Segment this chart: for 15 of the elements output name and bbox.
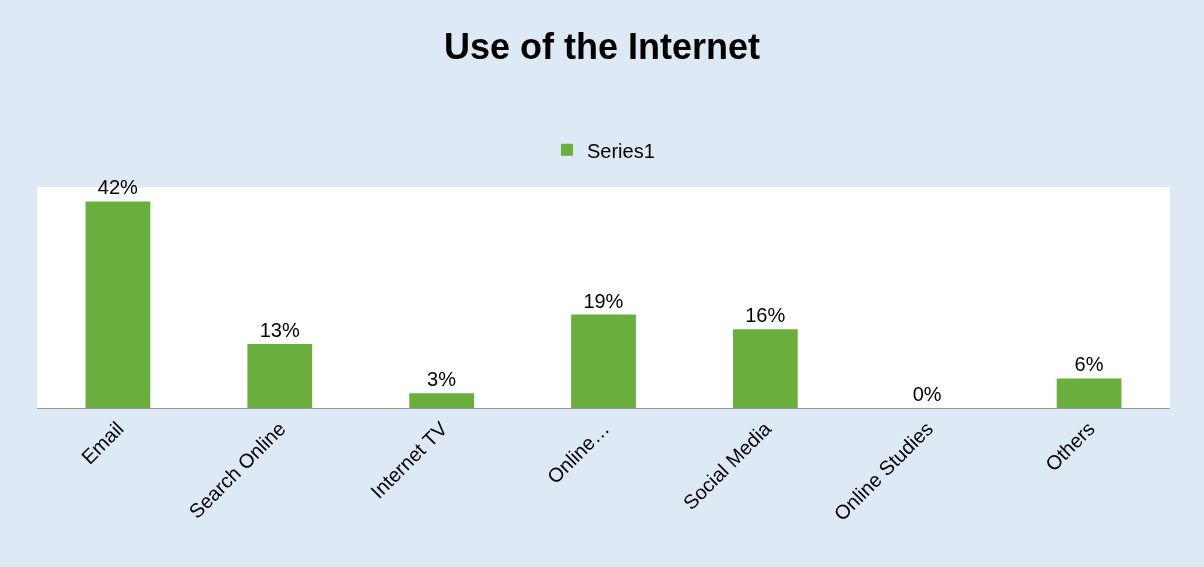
data-label: 19% [583, 289, 624, 312]
bar [85, 201, 151, 408]
chart-title: Use of the Internet [443, 26, 761, 68]
bar [409, 393, 475, 408]
legend-label: Series1 [587, 139, 655, 162]
bar [247, 344, 313, 408]
bar [732, 329, 798, 408]
data-label: 3% [427, 368, 457, 391]
bar [571, 314, 636, 408]
data-label: 16% [745, 304, 786, 327]
data-label: 42% [97, 176, 139, 199]
data-label: 13% [259, 319, 300, 342]
data-label: 6% [1074, 353, 1104, 376]
bar [1056, 378, 1122, 408]
data-label: 0% [912, 383, 942, 405]
